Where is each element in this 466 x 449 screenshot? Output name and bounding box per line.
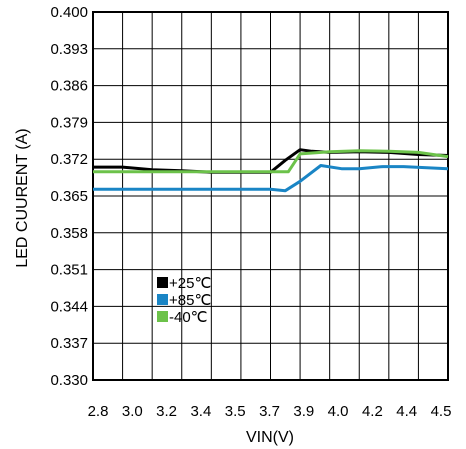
legend: +25℃+85℃-40℃ [157, 275, 211, 326]
y-tick-label: 0.337 [50, 335, 88, 352]
x-tick-label: 2.8 [88, 403, 109, 420]
legend-label: -40℃ [169, 309, 208, 326]
x-tick-label: 3.4 [190, 403, 211, 420]
y-tick-label: 0.393 [50, 41, 88, 58]
y-tick-labels: 0.400 0.393 0.386 0.379 0.372 0.365 0.358 0.351… [50, 4, 88, 389]
legend-swatch [157, 277, 168, 288]
y-tick-label: 0.358 [50, 225, 88, 242]
series-line-2 [93, 164, 449, 193]
x-tick-labels: 2.8 3.0 3.2 3.4 3.5 3.7 3.9 4.0 4.2 4.4 4.5 [88, 403, 452, 420]
series-lines [93, 148, 449, 193]
y-tick-label: 0.386 [50, 78, 88, 95]
y-axis-label: LED CUURENT (A) [14, 128, 31, 267]
series-line-3 [93, 149, 449, 174]
x-tick-label: 3.7 [259, 403, 280, 420]
x-tick-label: 3.0 [122, 403, 143, 420]
legend-label: +85℃ [169, 292, 211, 309]
y-tick-label: 0.344 [50, 298, 88, 315]
y-tick-label: 0.372 [50, 151, 88, 168]
x-tick-label: 4.5 [431, 403, 452, 420]
y-tick-label: 0.351 [50, 262, 88, 279]
x-tick-label: 4.4 [396, 403, 417, 420]
legend-swatch [157, 311, 168, 322]
y-tick-label: 0.330 [50, 372, 88, 389]
x-tick-label: 3.2 [156, 403, 177, 420]
x-tick-label: 4.2 [362, 403, 383, 420]
x-tick-label: 3.5 [225, 403, 246, 420]
legend-swatch [157, 294, 168, 305]
x-axis-label: VIN(V) [246, 429, 294, 446]
grid-lines [93, 12, 448, 380]
legend-label: +25℃ [169, 275, 211, 292]
plot-frame [92, 11, 449, 381]
y-tick-label: 0.400 [50, 4, 88, 21]
x-tick-label: 3.9 [293, 403, 314, 420]
y-tick-label: 0.365 [50, 188, 88, 205]
x-tick-label: 4.0 [328, 403, 349, 420]
y-tick-label: 0.379 [50, 114, 88, 131]
